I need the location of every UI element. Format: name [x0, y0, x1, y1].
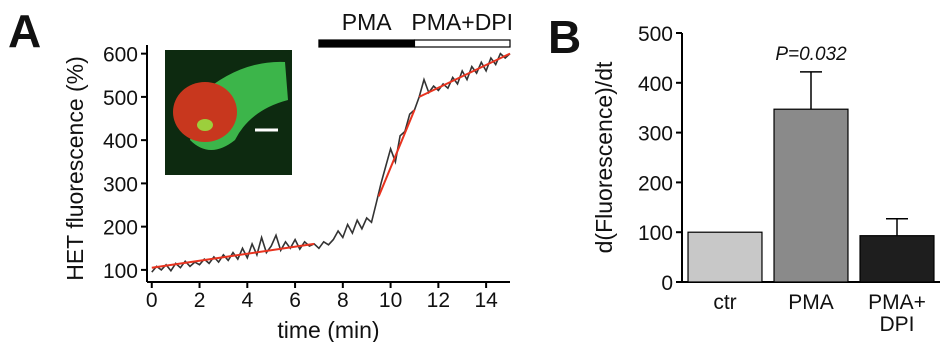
p-value: P=0.032: [775, 44, 847, 65]
inset-image: [165, 50, 292, 175]
bar: [774, 109, 848, 282]
figure: A 100 200 300 400 500 600 0 2 4 6 8 10 12 14 time (min)…: [0, 0, 941, 342]
bar: [860, 236, 934, 282]
y-tick-label: 200: [638, 172, 673, 195]
x-tick-label: 4: [241, 289, 253, 312]
y-tick-label: 500: [638, 23, 673, 46]
y-axis-label: HET fluorescence (%): [62, 56, 88, 281]
x-tick-label: 12: [427, 289, 450, 312]
y-tick-label: 0: [661, 272, 673, 295]
y-tick-label: 300: [638, 123, 673, 146]
x-tick-label: PMA+DPI: [868, 291, 926, 336]
x-tick-label: 6: [289, 289, 301, 312]
page: {"chart_data": [ {"type": "line", "panel…: [0, 0, 941, 342]
x-tick-label: 0: [146, 289, 158, 312]
treatment-bar: [319, 40, 415, 47]
panel-label: A: [8, 5, 41, 57]
inset-nucleus: [173, 82, 237, 142]
x-tick-label: 14: [474, 289, 498, 312]
treatment-label: PMA: [342, 9, 393, 35]
y-tick-label: 600: [103, 44, 138, 67]
inset-spot: [197, 119, 213, 131]
y-tick-label: 500: [103, 87, 138, 110]
x-tick-label: 10: [379, 289, 402, 312]
x-tick-label: 8: [337, 289, 349, 312]
y-tick-label: 400: [638, 73, 673, 96]
x-tick-label: PMA: [788, 291, 834, 314]
y-tick-label: 100: [638, 222, 673, 245]
x-tick-label: 2: [194, 289, 206, 312]
bar: [688, 232, 762, 282]
y-tick-label: 200: [103, 217, 138, 240]
x-axis-label: time (min): [277, 317, 379, 342]
x-tick-label: ctr: [713, 291, 736, 314]
line-series: [379, 110, 415, 196]
line-series: [419, 54, 510, 97]
y-tick-label: 300: [103, 173, 138, 196]
panel-label: B: [548, 11, 581, 63]
treatment-bar: [414, 40, 510, 47]
line-series: [152, 244, 314, 268]
y-tick-label: 100: [103, 260, 138, 283]
y-tick-label: 400: [103, 130, 138, 153]
y-axis-label: d(Fluorescence)/dt: [591, 61, 617, 253]
treatment-label: PMA+DPI: [411, 9, 513, 35]
